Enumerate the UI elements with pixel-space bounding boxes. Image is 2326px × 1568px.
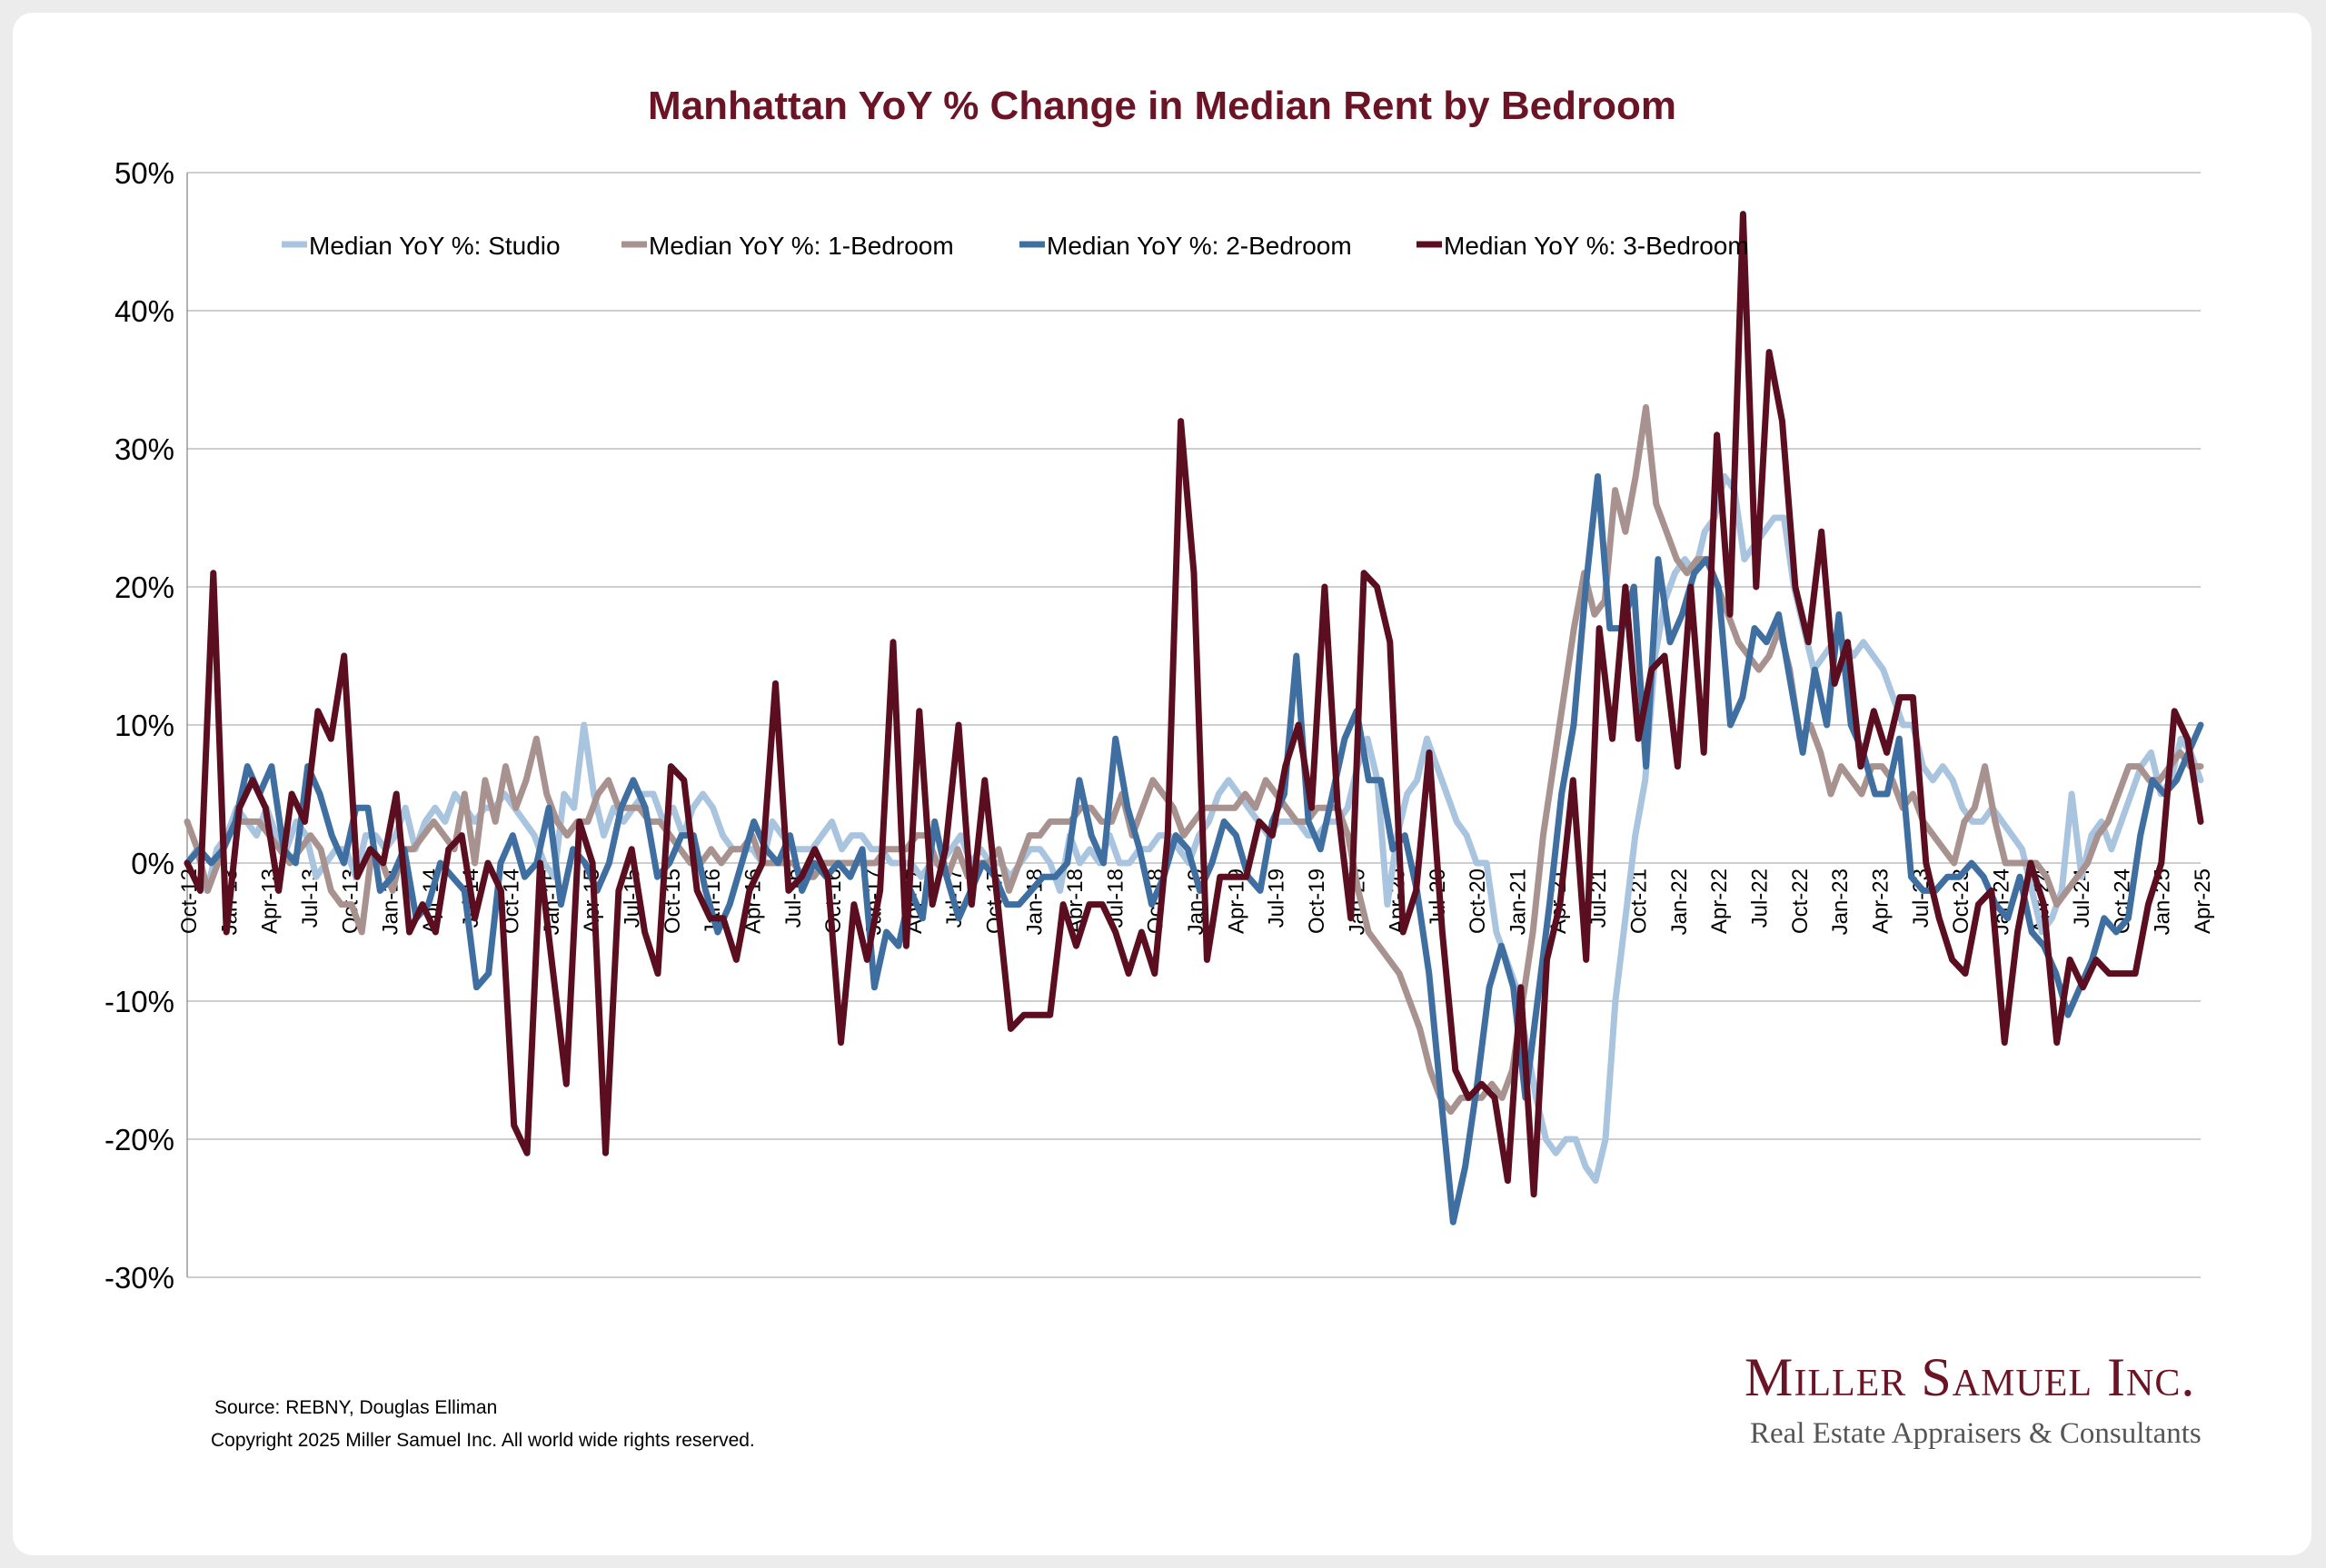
y-tick-label: 30% xyxy=(114,432,174,466)
legend: Median YoY %: Studio Median YoY %: 1-Bedr… xyxy=(282,232,1749,260)
y-tick-label: 10% xyxy=(114,709,174,742)
line-chart: 50%40%30%20%10%0%-10%-20%-30% Oct-12 Jan-… xyxy=(104,156,2215,1295)
x-tick-label: Apr-22 xyxy=(1707,868,1732,934)
x-tick-label: Jan-22 xyxy=(1667,868,1692,935)
x-tick-label: Jul-19 xyxy=(1265,868,1289,928)
x-tick-label: Apr-23 xyxy=(1868,868,1893,934)
logo-company-name: Miller Samuel Inc. xyxy=(1744,1347,2196,1407)
x-tick-label: Oct-19 xyxy=(1305,868,1329,934)
legend-label: Median YoY %: 2-Bedroom xyxy=(1047,232,1352,260)
legend-label: Median YoY %: 1-Bedroom xyxy=(649,232,954,260)
y-tick-label: 50% xyxy=(114,156,174,190)
x-tick-label: Apr-25 xyxy=(2191,868,2215,934)
y-tick-label: 40% xyxy=(114,294,174,328)
series-line xyxy=(184,472,2204,1185)
y-tick-label: -30% xyxy=(104,1261,174,1295)
legend-label: Median YoY %: 3-Bedroom xyxy=(1444,232,1749,260)
x-tick-label: Jan-23 xyxy=(1828,868,1853,935)
legend-label: Median YoY %: Studio xyxy=(309,232,561,260)
source-note: Source: REBNY, Douglas Elliman xyxy=(214,1397,498,1418)
x-tick-label: Jan-21 xyxy=(1506,868,1531,935)
y-tick-label: -20% xyxy=(104,1123,174,1156)
x-tick-label: Jul-22 xyxy=(1747,868,1772,928)
x-tick-label: Oct-22 xyxy=(1788,868,1813,934)
copyright-note: Copyright 2025 Miller Samuel Inc. All wo… xyxy=(211,1430,755,1451)
logo-tagline: Real Estate Appraisers & Consultants xyxy=(1750,1417,2202,1450)
series-line xyxy=(184,403,2204,1116)
series-line xyxy=(184,211,2204,1198)
chart-card: Manhattan YoY % Change in Median Rent by… xyxy=(13,13,2311,1555)
y-tick-label: 20% xyxy=(114,571,174,604)
chart-title: Manhattan YoY % Change in Median Rent by… xyxy=(648,84,1676,128)
y-tick-label: -10% xyxy=(104,985,174,1018)
series-lines xyxy=(184,211,2204,1226)
gridlines xyxy=(186,172,2201,1278)
y-tick-label: 0% xyxy=(131,847,174,880)
y-axis-ticks: 50% 40% 30% 20% 10% 0% -10% -20% -30% xyxy=(104,156,174,1295)
